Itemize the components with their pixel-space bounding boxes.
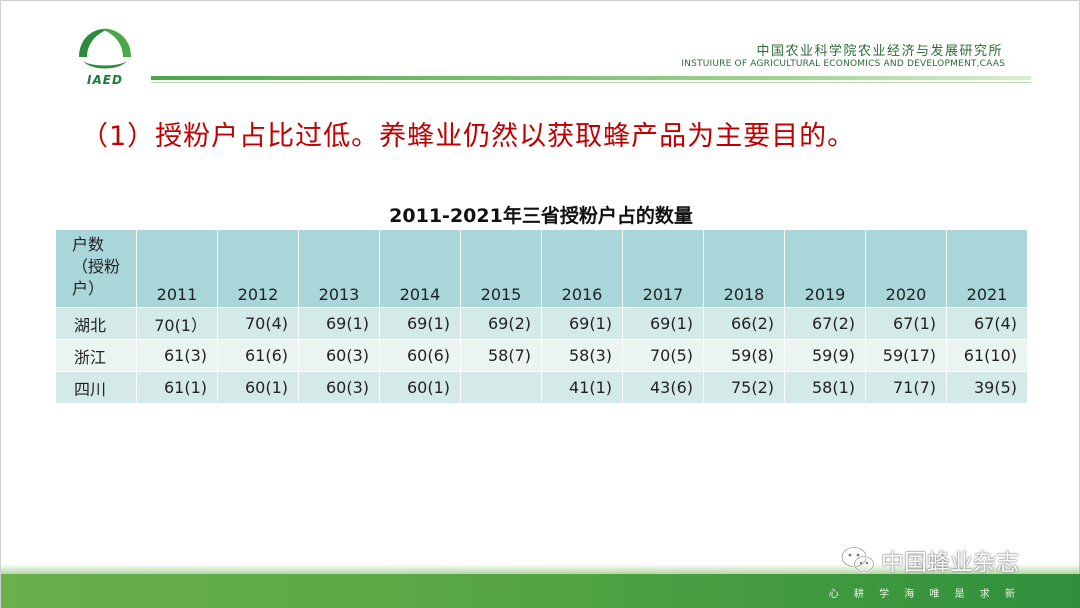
- watermark-text: 中国蜂业杂志: [881, 550, 1019, 576]
- table-cell: 70(1）: [137, 308, 218, 340]
- year-header: 2012: [218, 230, 299, 308]
- wechat-watermark: 中国蜂业杂志: [841, 543, 1019, 577]
- table-cell: 69(1): [380, 308, 461, 340]
- year-header: 2019: [785, 230, 866, 308]
- table-cell: 59(8): [704, 340, 785, 372]
- table-cell: 61(10): [947, 340, 1028, 372]
- logo-text: IAED: [87, 73, 123, 87]
- table-row: 湖北 70(1） 70(4) 69(1) 69(1) 69(2) 69(1) 6…: [56, 308, 1028, 340]
- year-header: 2021: [947, 230, 1028, 308]
- table-row: 四川 61(1) 60(1) 60(3) 60(1) 41(1) 43(6) 7…: [56, 372, 1028, 404]
- org-name-cn: 中国农业科学院农业经济与发展研究所: [756, 44, 1003, 59]
- footer-fade: [1, 564, 1080, 576]
- table-cell: 41(1): [542, 372, 623, 404]
- table-cell: 43(6): [623, 372, 704, 404]
- iaed-logo-icon: [79, 28, 131, 69]
- table-cell: 61(6): [218, 340, 299, 372]
- year-header: 2015: [461, 230, 542, 308]
- table-cell: 67(2): [785, 308, 866, 340]
- table-cell: 60(1): [380, 372, 461, 404]
- year-header: 2011: [137, 230, 218, 308]
- table-cell: 69(1): [542, 308, 623, 340]
- table-cell: 60(3): [299, 340, 380, 372]
- org-name-en: INSTUIURE OF AGRICULTURAL ECONOMICS AND …: [681, 59, 1005, 69]
- table-cell: 58(1): [785, 372, 866, 404]
- table-cell: 71(7): [866, 372, 947, 404]
- table-cell: 61(1): [137, 372, 218, 404]
- table-cell: [461, 372, 542, 404]
- year-header: 2014: [380, 230, 461, 308]
- table-cell: 69(2): [461, 308, 542, 340]
- table-cell: 59(17): [866, 340, 947, 372]
- table-cell: 60(1): [218, 372, 299, 404]
- table-header-row: 户数 （授粉 户） 2011 2012 2013 2014 2015 2016 …: [56, 230, 1028, 308]
- table-cell: 39(5): [947, 372, 1028, 404]
- slide-heading: （1）授粉户占比过低。养蜂业仍然以获取蜂产品为主要目的。: [81, 121, 856, 152]
- table-cell: 58(3): [542, 340, 623, 372]
- table-cell: 75(2): [704, 372, 785, 404]
- table-cell: 67(1): [866, 308, 947, 340]
- footer-band: [1, 574, 1080, 608]
- table-cell: 69(1): [299, 308, 380, 340]
- table-cell: 67(4): [947, 308, 1028, 340]
- year-header: 2013: [299, 230, 380, 308]
- year-header: 2017: [623, 230, 704, 308]
- year-header: 2020: [866, 230, 947, 308]
- wechat-icon: [841, 546, 875, 573]
- table-cell: 69(1): [623, 308, 704, 340]
- footer-motto: 心 耕 学 海 唯 是 求 新: [828, 589, 1021, 600]
- table-row: 浙江 61(3) 61(6) 60(3) 60(6) 58(7) 58(3) 7…: [56, 340, 1028, 372]
- province-cell: 湖北: [56, 308, 137, 340]
- year-header: 2016: [542, 230, 623, 308]
- table-title: 2011-2021年三省授粉户占的数量: [389, 205, 693, 227]
- table-cell: 70(4): [218, 308, 299, 340]
- header-divider-thin: [151, 82, 1031, 83]
- table-cell: 66(2): [704, 308, 785, 340]
- table-cell: 59(9): [785, 340, 866, 372]
- header-divider: [151, 76, 1031, 80]
- table-cell: 60(6): [380, 340, 461, 372]
- province-cell: 四川: [56, 372, 137, 404]
- table-cell: 60(3): [299, 372, 380, 404]
- data-table: 户数 （授粉 户） 2011 2012 2013 2014 2015 2016 …: [56, 230, 1028, 404]
- province-cell: 浙江: [56, 340, 137, 372]
- table-cell: 61(3): [137, 340, 218, 372]
- corner-label: 户数 （授粉 户）: [56, 230, 137, 308]
- year-header: 2018: [704, 230, 785, 308]
- table-cell: 70(5): [623, 340, 704, 372]
- table-cell: 58(7): [461, 340, 542, 372]
